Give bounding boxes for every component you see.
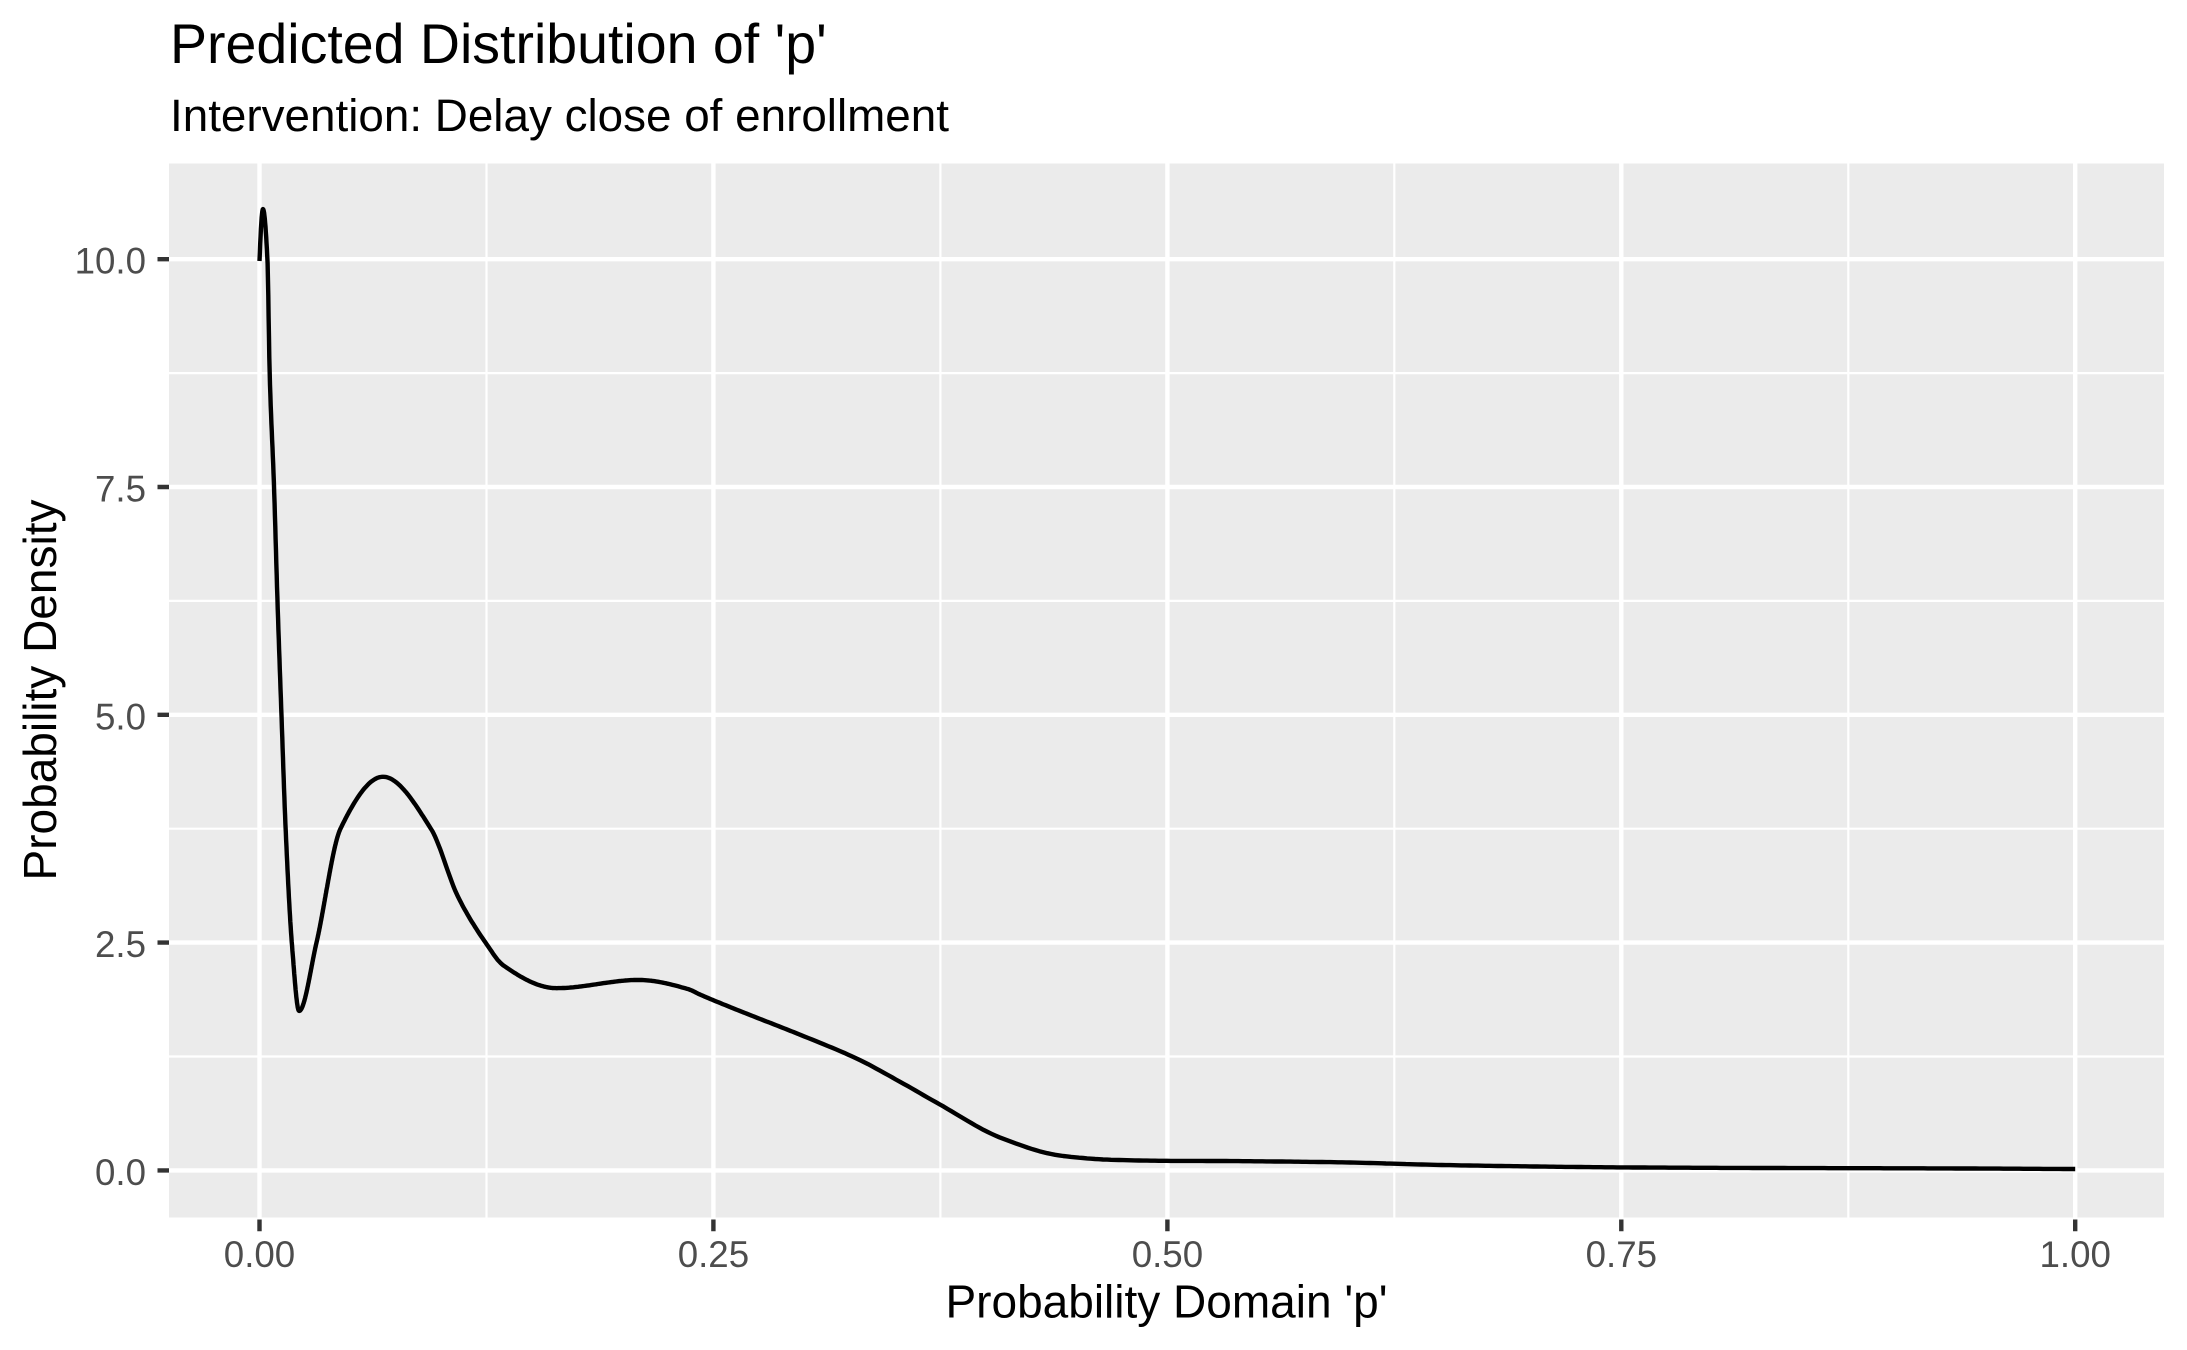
svg-text:Probability Density: Probability Density [14, 500, 66, 881]
svg-text:Intervention: Delay close of e: Intervention: Delay close of enrollment [170, 90, 949, 141]
svg-text:2.5: 2.5 [95, 924, 146, 965]
svg-text:0.25: 0.25 [678, 1234, 749, 1275]
svg-text:0.50: 0.50 [1132, 1234, 1203, 1275]
svg-text:5.0: 5.0 [95, 696, 146, 737]
svg-text:0.00: 0.00 [224, 1234, 295, 1275]
svg-text:0.0: 0.0 [95, 1152, 146, 1193]
svg-text:0.75: 0.75 [1586, 1234, 1657, 1275]
svg-text:7.5: 7.5 [95, 469, 146, 510]
svg-text:Probability Domain 'p': Probability Domain 'p' [946, 1276, 1388, 1328]
svg-text:Predicted Distribution of 'p': Predicted Distribution of 'p' [170, 13, 827, 75]
svg-text:10.0: 10.0 [75, 241, 146, 282]
svg-text:1.00: 1.00 [2039, 1234, 2110, 1275]
